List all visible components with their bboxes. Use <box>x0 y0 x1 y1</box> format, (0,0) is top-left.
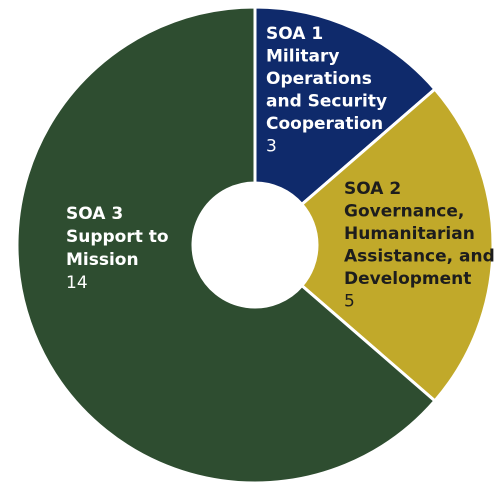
slice-label-line: Cooperation <box>266 114 383 134</box>
slice-label-line: Humanitarian <box>344 224 475 244</box>
slice-value-1: 3 <box>266 137 277 157</box>
slice-label-line: Operations <box>266 69 372 89</box>
donut-slice-2 <box>300 87 494 403</box>
slice-label-line: Governance, <box>344 202 464 222</box>
donut-slice-3 <box>15 5 437 485</box>
slice-label-line: SOA 3 <box>66 204 123 224</box>
slice-label-line: Support to <box>66 227 169 247</box>
slice-label-line: SOA 2 <box>344 179 401 199</box>
slice-value-2: 5 <box>344 292 355 312</box>
slice-label-line: Mission <box>66 250 139 270</box>
donut-slices <box>15 5 494 485</box>
donut-slice-1 <box>253 5 437 206</box>
slice-label-line: Development <box>344 269 471 289</box>
slice-label-line: SOA 1 <box>266 24 323 44</box>
slice-label-2: SOA 2 Governance, Humanitarian Assistance, … <box>344 179 494 289</box>
slice-label-line: and Security <box>266 92 387 112</box>
slice-value-3: 14 <box>66 273 88 293</box>
slice-label-line: Assistance, and <box>344 247 494 267</box>
slice-label-1: SOA 1 Military Operations and Security Coope… <box>266 24 387 134</box>
slice-labels: SOA 1 Military Operations and Security Coope… <box>66 24 494 312</box>
slice-label-3: SOA 3 Support to Mission <box>66 204 169 270</box>
slice-label-line: Military <box>266 47 339 67</box>
